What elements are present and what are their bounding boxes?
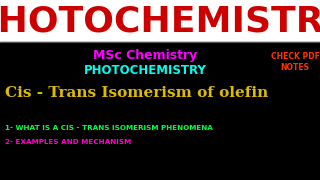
Bar (0, 42, 320, 180)
Text: 2- EXAMPLES AND MECHANISM: 2- EXAMPLES AND MECHANISM (5, 139, 131, 145)
Text: PHOTOCHEMISTRY: PHOTOCHEMISTRY (0, 4, 320, 38)
Text: 1- WHAT IS A CIS - TRANS ISOMERISM PHENOMENA: 1- WHAT IS A CIS - TRANS ISOMERISM PHENO… (5, 125, 213, 131)
Text: CHECK PDF
NOTES: CHECK PDF NOTES (271, 52, 319, 72)
Bar (0, 0, 320, 42)
Text: PHOTOCHEMISTRY: PHOTOCHEMISTRY (84, 64, 206, 76)
Text: Cis - Trans Isomerism of olefin: Cis - Trans Isomerism of olefin (5, 86, 268, 100)
Text: MSc Chemistry: MSc Chemistry (93, 48, 197, 62)
